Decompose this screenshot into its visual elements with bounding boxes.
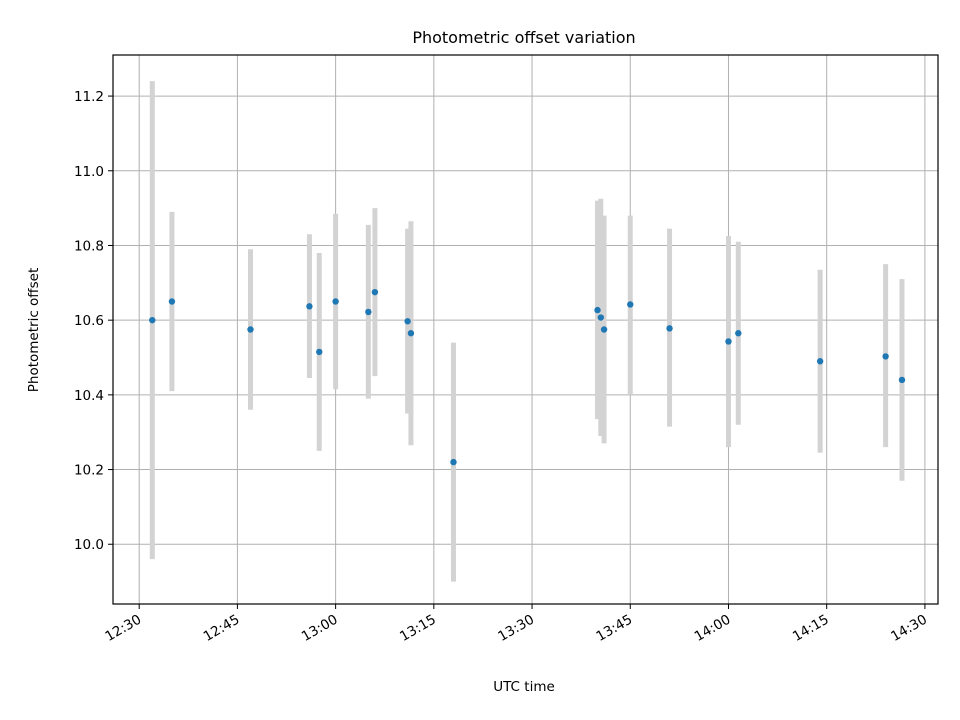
data-point — [371, 288, 379, 296]
data-point — [407, 330, 415, 337]
x-tick-label: 12:30 — [102, 612, 144, 645]
y-tick-label: 10.0 — [74, 537, 104, 553]
data-point — [725, 338, 732, 345]
data-point — [600, 326, 608, 333]
x-tick-label: 13:15 — [397, 612, 439, 645]
x-tick-label: 13:00 — [299, 612, 341, 645]
data-point — [594, 306, 601, 314]
data-point — [306, 303, 313, 310]
y-axis-label: Photometric offset — [26, 268, 42, 392]
data-point — [149, 316, 156, 324]
y-tick-label: 11.2 — [74, 89, 104, 105]
y-tick-label: 10.4 — [74, 388, 104, 404]
x-tick-label: 12:45 — [201, 612, 243, 645]
chart-title: Photometric offset variation — [412, 28, 635, 47]
data-point — [332, 298, 339, 305]
y-tick-label: 10.8 — [74, 238, 104, 254]
data-point — [597, 314, 604, 321]
x-tick-label: 14:15 — [790, 612, 832, 645]
grid — [113, 55, 938, 604]
plot-frame — [112, 54, 939, 605]
y-tick-label: 10.2 — [74, 463, 104, 479]
x-tick-label: 14:30 — [888, 612, 930, 645]
x-tick-label: 14:00 — [692, 612, 734, 645]
x-tick-label: 13:30 — [495, 612, 537, 645]
data-point — [247, 326, 254, 333]
x-axis-label: UTC time — [493, 679, 555, 695]
x-axis-ticks: 12:30 12:45 13:00 13:15 13:30 13:45 14:00 14:15… — [102, 604, 930, 645]
data-point — [316, 348, 323, 356]
data-point — [365, 308, 372, 316]
y-tick-label: 10.6 — [74, 313, 104, 329]
error-bars — [149, 81, 905, 582]
data-point — [627, 301, 634, 308]
data-point — [882, 353, 889, 360]
y-tick-label: 11.0 — [74, 164, 104, 180]
data-points — [149, 288, 906, 466]
data-point — [168, 298, 176, 305]
data-point — [898, 376, 906, 384]
data-point — [816, 358, 824, 365]
data-point — [450, 458, 457, 466]
x-tick-label: 13:45 — [594, 612, 636, 645]
y-axis-ticks: 10.0 10.2 10.4 10.6 10.8 11.0 11.2 — [74, 89, 113, 553]
data-point — [666, 325, 673, 332]
data-point — [404, 318, 411, 325]
data-point — [735, 330, 742, 337]
